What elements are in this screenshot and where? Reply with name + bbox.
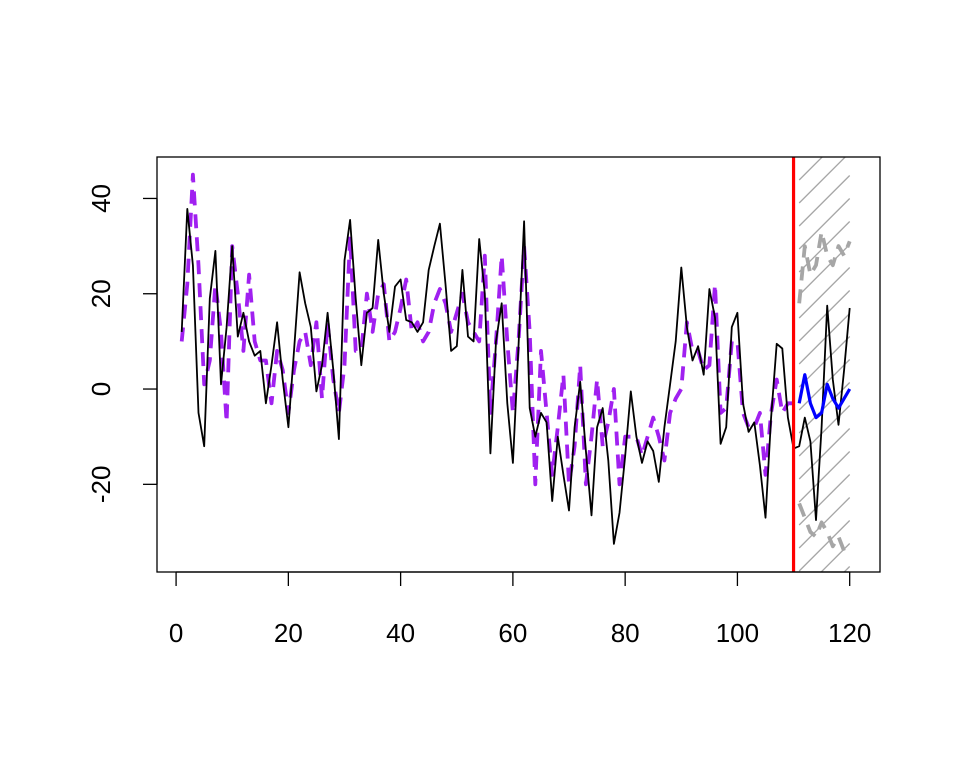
hatch-line <box>798 451 851 503</box>
lower-interval-line <box>797 502 851 553</box>
hatch-line <box>798 520 851 572</box>
y-tick-label: -20 <box>86 466 116 504</box>
x-axis: 0 20 40 60 80 100 120 <box>169 571 871 648</box>
x-tick-label: 120 <box>828 618 871 648</box>
hatch-line <box>798 198 851 250</box>
upper-interval-line <box>797 229 852 304</box>
y-tick-label: 20 <box>86 279 116 308</box>
hatch-line <box>798 175 851 227</box>
y-tick-label: 0 <box>86 382 116 396</box>
hatch-line <box>798 474 851 526</box>
hatch-line <box>798 428 851 480</box>
hatch-line <box>820 543 851 572</box>
hatch-line <box>798 405 851 457</box>
hatch-line <box>798 267 851 319</box>
hatch-line <box>798 290 851 342</box>
hatch-line <box>799 157 801 158</box>
x-tick-label: 60 <box>498 618 527 648</box>
hatch-line <box>798 157 824 181</box>
observed-series-line <box>180 207 851 545</box>
hatch-line <box>843 566 851 572</box>
x-tick-label: 100 <box>716 618 759 648</box>
forecast-series-line <box>797 373 852 420</box>
x-tick-label: 0 <box>169 618 183 648</box>
x-tick-label: 80 <box>611 618 640 648</box>
hatch-line <box>798 497 851 549</box>
y-tick-label: 40 <box>86 184 116 213</box>
fitted-series-line <box>179 172 794 487</box>
x-tick-label: 20 <box>274 618 303 648</box>
hatch-line <box>798 313 851 365</box>
y-axis: -20 0 20 40 <box>86 184 158 504</box>
series-layer <box>179 172 852 553</box>
hatch-line <box>798 157 847 204</box>
x-tick-label: 40 <box>386 618 415 648</box>
